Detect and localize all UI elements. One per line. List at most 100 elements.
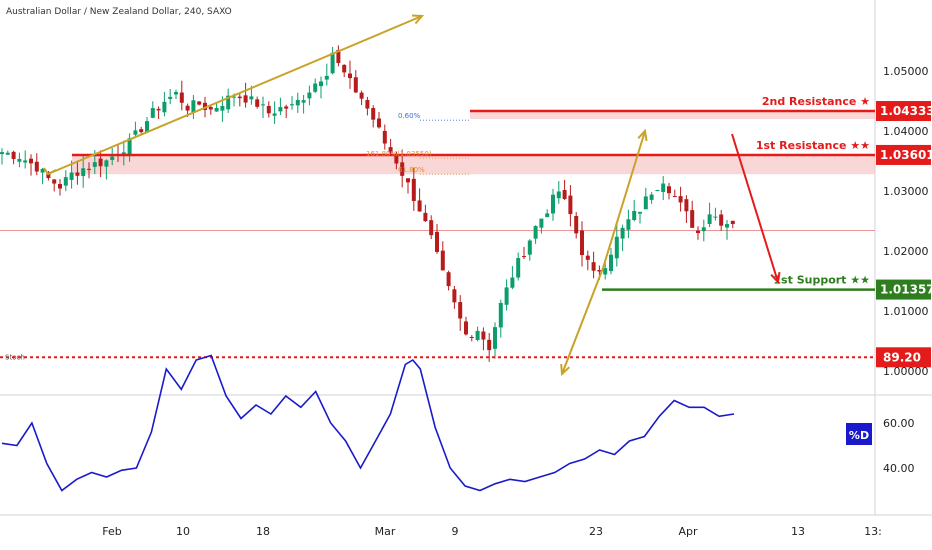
candle-body bbox=[568, 195, 573, 215]
candle-body bbox=[533, 226, 538, 239]
candle-body bbox=[237, 96, 242, 99]
candle-body bbox=[452, 289, 457, 303]
candle-body bbox=[226, 95, 231, 110]
candle-body bbox=[684, 199, 689, 212]
candle-body bbox=[307, 92, 312, 99]
candle-body bbox=[725, 224, 729, 228]
candle-body bbox=[40, 168, 45, 173]
candle-body bbox=[446, 272, 451, 287]
fib-label: 61.80% bbox=[398, 166, 425, 174]
candle-body bbox=[498, 302, 503, 328]
candle-body bbox=[0, 152, 4, 155]
candle-body bbox=[353, 77, 358, 93]
candle-body bbox=[301, 100, 306, 103]
candle-body bbox=[545, 213, 550, 218]
candle-body bbox=[220, 105, 225, 111]
stoch-line bbox=[1, 354, 735, 492]
candle-body bbox=[638, 211, 642, 214]
candle-body bbox=[92, 162, 97, 167]
stoch-tick-label: 40.00 bbox=[883, 462, 915, 475]
candle-body bbox=[324, 75, 329, 80]
candle-body bbox=[87, 168, 91, 170]
arrow-uptrend-tail bbox=[43, 167, 57, 176]
candle-body bbox=[75, 172, 80, 176]
candle-body bbox=[139, 129, 144, 133]
candle-body bbox=[255, 99, 260, 107]
candle-body bbox=[17, 158, 22, 162]
candle-body bbox=[632, 211, 637, 221]
stoch-indicator-label: Stoch bbox=[5, 353, 25, 361]
candle-body bbox=[469, 336, 474, 338]
candle-body bbox=[643, 196, 648, 210]
candle-body bbox=[162, 101, 167, 113]
candle-body bbox=[5, 152, 10, 155]
candle-body bbox=[145, 121, 149, 132]
candle-body bbox=[156, 108, 161, 111]
candle-body bbox=[394, 155, 399, 164]
candle-body bbox=[46, 171, 51, 179]
time-tick-label: Feb bbox=[102, 525, 121, 538]
candle-body bbox=[313, 83, 318, 92]
candle-body bbox=[580, 230, 584, 256]
candle-body bbox=[707, 214, 712, 224]
price-axis: 1.00000 1.01000 1.02000 1.03000 1.04000 1.050… bbox=[883, 65, 929, 378]
candle-body bbox=[278, 107, 283, 112]
candle-body bbox=[104, 160, 109, 167]
candle-body bbox=[429, 220, 434, 236]
candle-body bbox=[214, 107, 219, 112]
candle-body bbox=[440, 250, 445, 271]
candle-body bbox=[58, 183, 62, 189]
candle-body bbox=[661, 183, 666, 192]
chart-background bbox=[0, 0, 932, 516]
arrow-projection-shaft bbox=[731, 133, 779, 283]
time-tick-label: 13: bbox=[864, 525, 882, 538]
candlestick-series bbox=[0, 45, 735, 362]
candle-body bbox=[701, 227, 706, 232]
candle-body bbox=[261, 104, 265, 106]
candle-body bbox=[591, 262, 596, 271]
candle-body bbox=[713, 216, 718, 218]
candle-body bbox=[52, 179, 57, 184]
candle-body bbox=[411, 178, 416, 201]
candle-body bbox=[208, 107, 213, 110]
price-tick-label: 1.02000 bbox=[883, 245, 929, 258]
candle-body bbox=[34, 161, 39, 172]
candle-body bbox=[719, 214, 724, 226]
candle-body bbox=[423, 212, 428, 222]
annotation-overlays: 2nd Resistance ★ 1.04333 1st Resistance ★★… bbox=[43, 14, 932, 377]
candle-body bbox=[667, 186, 671, 194]
candle-body bbox=[672, 196, 677, 198]
price-tick-label: 1.04000 bbox=[883, 125, 929, 138]
candle-body bbox=[603, 268, 608, 275]
candle-body bbox=[98, 158, 103, 167]
candle-body bbox=[319, 81, 323, 87]
arrow-uptrend-head bbox=[411, 14, 425, 25]
candle-body bbox=[295, 99, 300, 106]
candle-body bbox=[730, 220, 735, 224]
candle-body bbox=[330, 52, 335, 74]
candle-body bbox=[406, 178, 410, 183]
fib-label: 161.80%(1.03550) bbox=[366, 150, 432, 158]
candle-body bbox=[522, 256, 526, 258]
candle-body bbox=[290, 104, 294, 106]
candle-body bbox=[127, 138, 132, 156]
candle-body bbox=[504, 287, 509, 305]
candle-body bbox=[562, 190, 567, 199]
candle-body bbox=[527, 240, 532, 255]
candle-body bbox=[81, 168, 86, 177]
candle-body bbox=[597, 270, 602, 272]
candle-body bbox=[365, 100, 370, 109]
candle-body bbox=[168, 96, 173, 99]
candle-body bbox=[649, 194, 654, 200]
stoch-tick-label: 60.00 bbox=[883, 417, 915, 430]
candle-body bbox=[185, 105, 190, 111]
candle-body bbox=[174, 91, 178, 95]
first-resistance-zone bbox=[72, 154, 875, 175]
candle-body bbox=[203, 102, 207, 110]
candle-body bbox=[458, 302, 463, 319]
candle-body bbox=[342, 64, 347, 73]
level-tag-text-support: 1.01357 bbox=[880, 283, 932, 297]
candle-body bbox=[626, 219, 631, 230]
candle-body bbox=[510, 277, 515, 288]
